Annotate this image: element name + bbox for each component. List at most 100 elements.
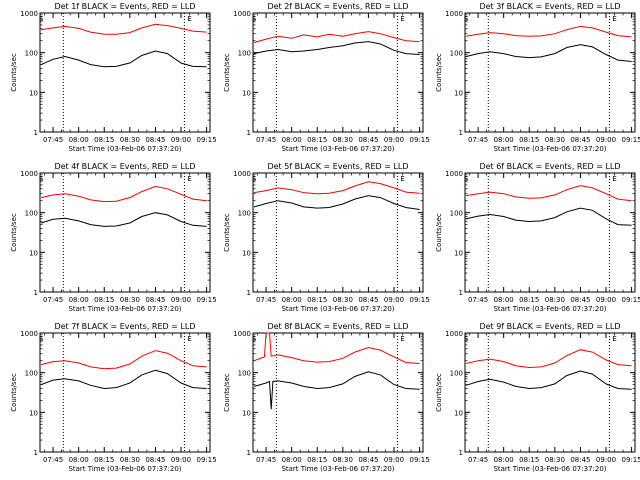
x-tick-label: 08:45 [358,296,378,304]
x-tick-label: 07:45 [43,456,63,464]
x-tick-label: 09:15 [196,136,216,144]
marker-s: S [39,175,44,183]
marker-e: E [400,335,404,343]
x-tick-label: 08:45 [570,296,590,304]
x-tick-label: 08:30 [545,296,565,304]
x-tick-label: 08:45 [358,456,378,464]
series-lld-red [466,185,632,202]
y-tick-label: 1000 [233,330,251,338]
x-tick-label: 09:00 [596,136,616,144]
x-tick-label: 08:30 [120,136,140,144]
x-tick-label: 09:00 [596,456,616,464]
y-tick-label: 1 [247,449,251,457]
x-tick-label: 09:15 [409,136,429,144]
y-tick-label: 10 [29,249,38,257]
x-tick-label: 08:45 [570,456,590,464]
panel-title: Det 7f BLACK = Events, RED = LLD [54,322,195,331]
series-events-black [253,371,420,410]
x-tick-label: 09:15 [621,296,640,304]
x-tick-label: 09:15 [409,456,429,464]
series-events-black [253,41,420,55]
detector-panel-9: Det 9f BLACK = Events, RED = LLD 1 10 100 10… [435,322,640,473]
series-lld-red [40,350,207,370]
series-events-black [253,195,420,210]
y-tick-label: 100 [25,370,38,378]
x-tick-label: 09:00 [171,456,191,464]
x-tick-label: 08:45 [358,136,378,144]
x-tick-label: 08:30 [333,136,353,144]
y-tick-label: 1 [34,129,38,137]
y-tick-label: 100 [450,370,463,378]
y-tick-label: 1000 [20,330,38,338]
y-tick-label: 10 [29,89,38,97]
x-tick-label: 09:00 [384,136,404,144]
x-tick-label: 08:15 [94,456,114,464]
series-events-black [465,44,632,62]
x-axis-label: Start Time (03-Feb-06 07:37:20) [493,465,606,473]
x-axis-label: Start Time (03-Feb-06 07:37:20) [493,145,606,153]
y-axis-label: Counts/sec [435,213,443,252]
detector-panel-4: Det 4f BLACK = Events, RED = LLD 1 10 100 10… [10,162,217,313]
x-tick-label: 07:45 [43,296,63,304]
x-tick-label: 09:15 [409,296,429,304]
series-lld-red [466,25,632,38]
x-tick-label: 08:15 [94,296,114,304]
series-lld-red [254,181,420,195]
x-tick-label: 08:30 [333,456,353,464]
x-tick-label: 08:45 [145,456,165,464]
marker-e: E [612,175,616,183]
x-tick-label: 08:00 [282,456,302,464]
series-events-black [40,212,207,227]
plot-frame [464,12,636,133]
x-tick-label: 08:15 [307,456,327,464]
x-tick-label: 09:00 [171,136,191,144]
y-tick-label: 1 [459,289,463,297]
y-axis-label: Counts/sec [10,373,18,412]
x-tick-label: 08:30 [120,456,140,464]
x-tick-label: 08:45 [570,136,590,144]
x-tick-label: 08:00 [69,296,89,304]
y-tick-label: 1 [247,289,251,297]
panel-title: Det 4f BLACK = Events, RED = LLD [54,162,195,171]
marker-e: E [612,335,616,343]
y-tick-label: 1 [34,289,38,297]
x-tick-label: 09:00 [384,296,404,304]
x-tick-label: 08:30 [120,296,140,304]
x-tick-label: 08:00 [69,136,89,144]
plot-frame [464,172,636,293]
marker-e: E [612,15,616,23]
detector-panel-3: Det 3f BLACK = Events, RED = LLD 1 10 100 10… [435,2,640,153]
x-tick-label: 09:15 [621,456,640,464]
plot-frame [252,332,424,453]
series-lld-red [253,332,420,364]
panel-title: Det 5f BLACK = Events, RED = LLD [267,162,408,171]
marker-s: S [252,15,257,23]
y-axis-label: Counts/sec [435,373,443,412]
marker-s: S [464,335,469,343]
marker-e: E [187,335,191,343]
panel-title: Det 9f BLACK = Events, RED = LLD [479,322,620,331]
y-tick-label: 100 [450,50,463,58]
y-axis-label: Counts/sec [223,373,231,412]
y-axis-label: Counts/sec [10,53,18,92]
series-lld-red [465,349,632,369]
x-tick-label: 07:45 [256,296,276,304]
plot-frame [39,12,211,133]
x-tick-label: 09:00 [596,296,616,304]
plot-frame [39,172,211,293]
marker-s: S [39,15,44,23]
x-tick-label: 08:30 [545,136,565,144]
y-tick-label: 10 [454,249,463,257]
x-tick-label: 07:45 [43,136,63,144]
plot-frame [464,332,636,453]
marker-s: S [252,335,257,343]
y-tick-label: 10 [242,249,251,257]
x-tick-label: 07:45 [468,456,488,464]
series-events-black [40,369,207,390]
y-tick-label: 1 [34,449,38,457]
x-axis-label: Start Time (03-Feb-06 07:37:20) [281,465,394,473]
x-tick-label: 08:45 [145,136,165,144]
y-tick-label: 10 [242,89,251,97]
y-tick-label: 1000 [445,330,463,338]
x-axis-label: Start Time (03-Feb-06 07:37:20) [493,305,606,313]
